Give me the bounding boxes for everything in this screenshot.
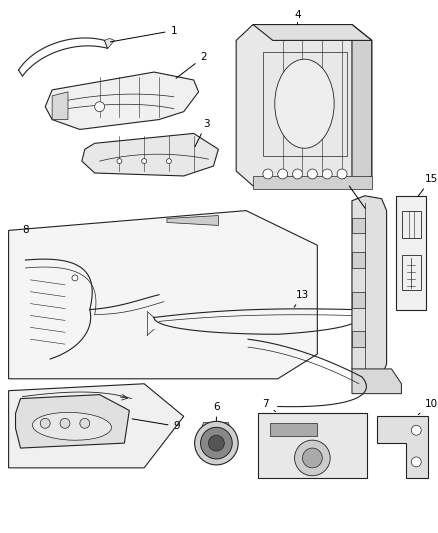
Text: 15: 15 [418,174,438,197]
Text: 7: 7 [262,399,276,411]
Circle shape [303,448,322,468]
Circle shape [201,427,232,459]
Polygon shape [352,252,365,268]
Circle shape [411,425,421,435]
Polygon shape [352,369,402,394]
Circle shape [60,418,70,429]
Ellipse shape [32,413,112,440]
Polygon shape [258,414,367,478]
Circle shape [307,169,317,179]
Circle shape [194,422,238,465]
Circle shape [166,159,171,164]
Polygon shape [201,422,230,429]
Circle shape [293,169,303,179]
Circle shape [72,275,78,281]
Text: 4: 4 [294,10,301,25]
Circle shape [95,102,105,111]
Polygon shape [352,217,365,233]
Polygon shape [352,292,365,308]
Polygon shape [9,384,184,468]
Circle shape [411,457,421,467]
Ellipse shape [275,59,334,148]
Circle shape [40,418,50,429]
Circle shape [322,169,332,179]
Text: 13: 13 [294,290,309,307]
Polygon shape [9,211,317,379]
Circle shape [263,169,273,179]
Circle shape [278,169,288,179]
Polygon shape [352,25,372,186]
Text: 1: 1 [110,26,177,42]
Polygon shape [270,423,317,436]
Circle shape [142,159,147,164]
Polygon shape [105,38,114,49]
Polygon shape [167,215,219,225]
Text: 2: 2 [176,52,207,78]
Polygon shape [45,72,198,130]
Circle shape [117,159,122,164]
Text: 10: 10 [418,399,438,415]
Polygon shape [15,394,129,448]
Polygon shape [396,196,426,310]
Polygon shape [352,332,365,347]
Text: 8: 8 [22,225,29,236]
Text: 9: 9 [132,419,180,431]
Circle shape [80,418,90,429]
Polygon shape [82,133,219,176]
Polygon shape [352,196,387,379]
Circle shape [208,435,224,451]
Polygon shape [253,25,372,41]
Polygon shape [236,25,372,186]
Polygon shape [377,416,428,478]
Circle shape [337,169,347,179]
Text: 5: 5 [339,171,365,208]
Polygon shape [52,92,68,119]
Circle shape [295,440,330,476]
Text: 6: 6 [213,401,220,421]
Text: 3: 3 [195,118,210,147]
Polygon shape [253,176,372,189]
